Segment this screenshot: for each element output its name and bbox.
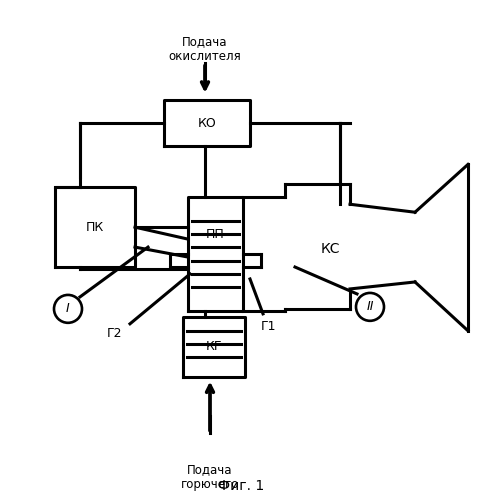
Text: КГ: КГ	[206, 340, 222, 353]
Text: КС: КС	[320, 242, 340, 256]
Text: Подача
окислителя: Подача окислителя	[169, 35, 241, 63]
Text: ПП: ПП	[206, 228, 225, 241]
Text: I: I	[66, 302, 70, 315]
Text: ПК: ПК	[86, 221, 104, 234]
Text: II: II	[366, 300, 374, 313]
Text: Г1: Г1	[260, 320, 276, 333]
Text: Г2: Г2	[107, 327, 123, 340]
Text: КО: КО	[198, 117, 216, 130]
Text: Фиг. 1: Фиг. 1	[218, 479, 264, 493]
Text: Подача
горючего: Подача горючего	[181, 463, 239, 492]
